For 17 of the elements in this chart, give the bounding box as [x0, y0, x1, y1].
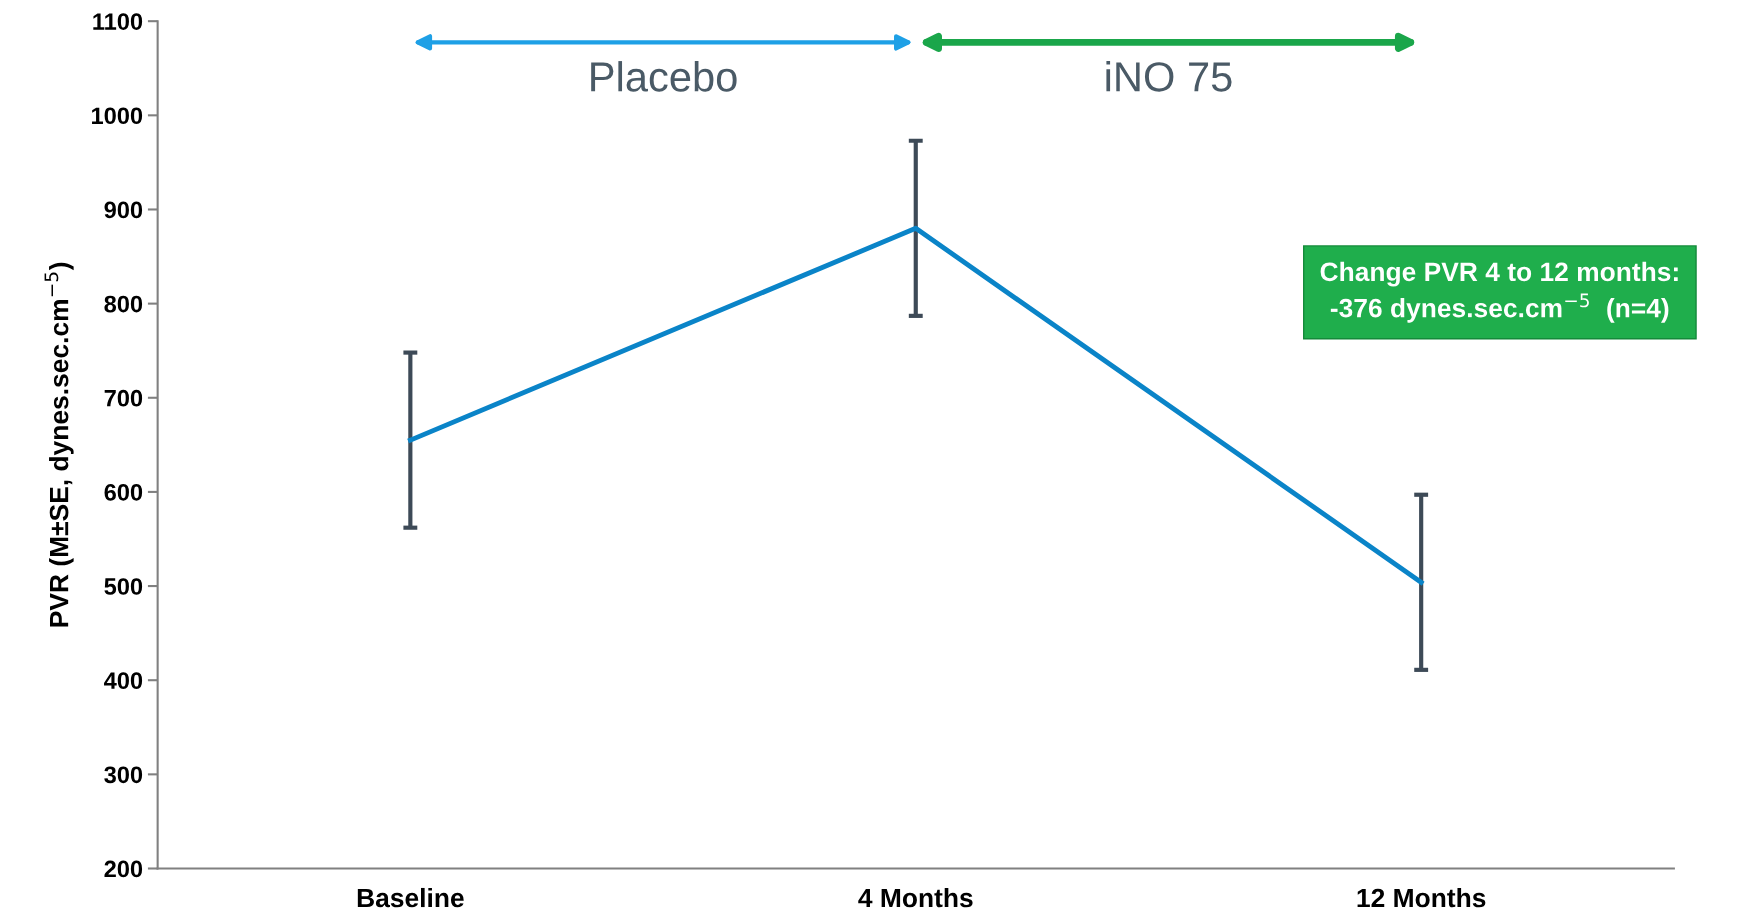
annotation: Placebo [591, 61, 737, 92]
y-tick-label: 400 [104, 672, 143, 689]
y-tick-label: 1000 [92, 107, 143, 125]
y-tick-label: 800 [104, 295, 143, 313]
y-tick-label: 700 [104, 389, 143, 407]
y-tick-label: 500 [104, 578, 143, 595]
y-tick-label: 200 [104, 860, 143, 878]
annotation: Change PVR 4 to 12 months: -376 dynes.sec.cm$^{−5}$ (n=4) [1320, 261, 1678, 323]
x-tick-label: 4 Months [858, 887, 973, 908]
y-axis-title: PVR (M±SE, dynes.sec.cm$^{−5}$) [44, 262, 74, 627]
x-tick-label: Baseline [357, 887, 464, 908]
x-tick-label: 12 Months [1357, 887, 1486, 908]
y-tick-label: 1100 [93, 13, 143, 30]
y-tick-label: 900 [104, 201, 143, 219]
y-tick-label: 600 [104, 483, 143, 501]
annotation: iNO 75 [1106, 61, 1232, 92]
y-tick-label: 300 [104, 766, 143, 784]
